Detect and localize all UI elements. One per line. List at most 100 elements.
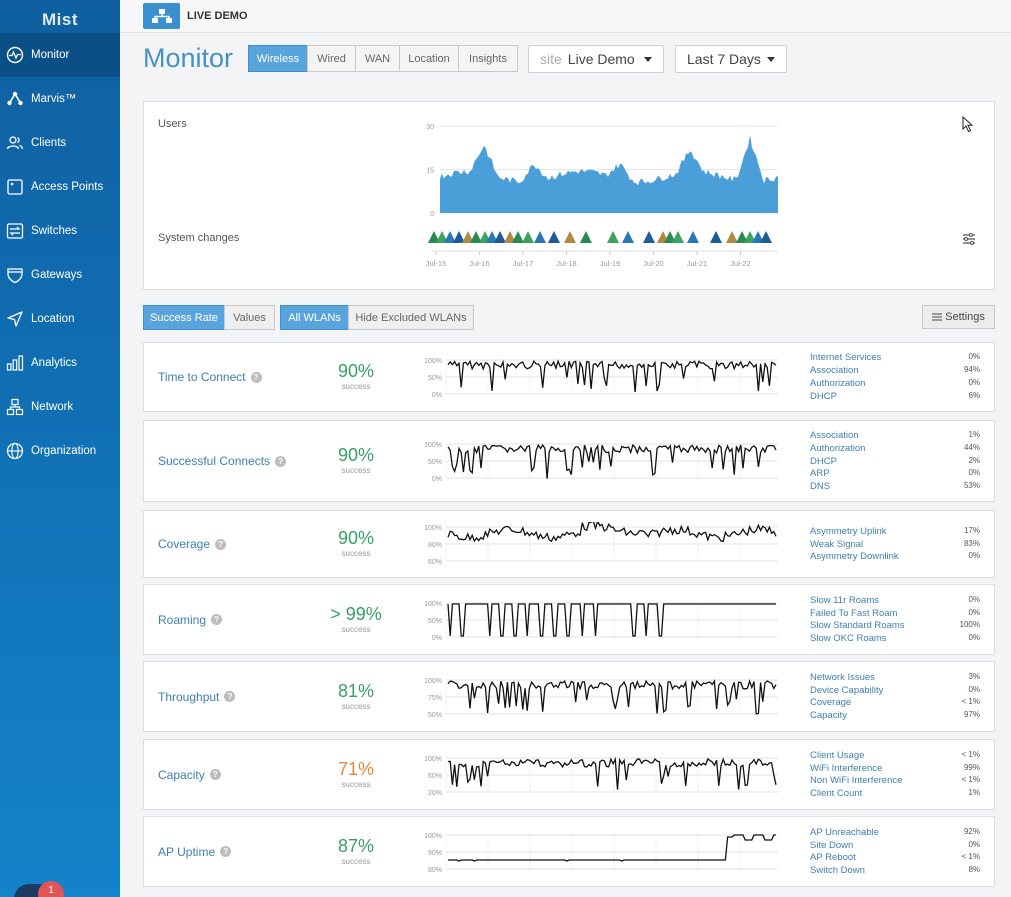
help-icon[interactable]: ? [224, 691, 236, 702]
legend-row[interactable]: Client Count 1% [810, 788, 980, 801]
legend-row[interactable]: Capacity 97% [810, 710, 980, 723]
metric-sparkline[interactable]: 100% 50% 0% [414, 439, 780, 487]
range-dropdown[interactable]: Last 7 Days [675, 45, 787, 73]
legend-name[interactable]: Slow OKC Roams [810, 633, 887, 645]
metric-name[interactable]: Coverage? [158, 537, 227, 551]
legend-row[interactable]: Switch Down 8% [810, 865, 980, 878]
sidebar-item-clients[interactable]: Clients [0, 121, 120, 165]
metric-sparkline[interactable]: 100% 80% 60% [414, 522, 780, 570]
legend-row[interactable]: Site Down 0% [810, 840, 980, 853]
legend-name[interactable]: Internet Services [810, 352, 882, 364]
metric-sparkline[interactable]: 100% 75% 50% [414, 675, 780, 723]
legend-row[interactable]: Authorization 44% [810, 443, 980, 456]
metric-name[interactable]: Throughput? [158, 690, 236, 704]
metric-name[interactable]: Capacity? [158, 768, 221, 782]
legend-name[interactable]: Asymmetry Uplink [810, 525, 887, 537]
site-dropdown[interactable]: site Live Demo [528, 45, 664, 73]
legend-name[interactable]: Association [810, 430, 859, 441]
sidebar-item-access-points[interactable]: Access Points [0, 165, 120, 209]
metric-card[interactable]: Capacity? 71% success 100% 60% 20% Client Usag… [143, 739, 995, 810]
legend-row[interactable]: Authorization 0% [810, 378, 980, 391]
sidebar-item-monitor[interactable]: Monitor [0, 33, 120, 77]
legend-name[interactable]: Authorization [810, 377, 866, 389]
org-name[interactable]: LIVE DEMO [187, 10, 248, 22]
legend-row[interactable]: DNS 53% [810, 481, 980, 494]
metric-sparkline[interactable]: 100% 50% 0% [414, 355, 780, 403]
legend-row[interactable]: WiFi Interference 99% [810, 763, 980, 776]
legend-name[interactable]: Network Issues [810, 671, 875, 683]
legend-row[interactable]: Asymmetry Downlink 0% [810, 551, 980, 564]
metric-card[interactable]: Roaming? > 99% success 100% 50% 0% Slow 11r Ro… [143, 584, 995, 655]
org-switch-icon[interactable] [143, 3, 180, 29]
legend-name[interactable]: AP Reboot [810, 852, 856, 864]
tab-wan[interactable]: WAN [355, 45, 400, 72]
legend-row[interactable]: AP Unreachable 92% [810, 827, 980, 840]
legend-row[interactable]: Failed To Fast Roam 0% [810, 608, 980, 621]
values-button[interactable]: Values [224, 305, 275, 330]
legend-name[interactable]: Coverage [810, 697, 852, 709]
mist-logo[interactable]: Mist [0, 0, 120, 33]
legend-name[interactable]: Asymmetry Downlink [810, 551, 899, 563]
help-icon[interactable]: ? [215, 538, 227, 550]
sidebar-item-gateways[interactable]: Gateways [0, 253, 120, 297]
legend-name[interactable]: DNS [810, 481, 831, 493]
legend-row[interactable]: Association 1% [810, 430, 980, 443]
legend-row[interactable]: AP Reboot < 1% [810, 852, 980, 865]
help-icon[interactable]: ? [220, 846, 232, 857]
legend-name[interactable]: Slow 11r Roams [810, 594, 879, 606]
legend-name[interactable]: Slow Standard Roams [810, 620, 905, 632]
legend-name[interactable]: Failed To Fast Roam [810, 607, 898, 619]
metric-name[interactable]: AP Uptime? [158, 845, 232, 859]
metric-card[interactable]: Throughput? 81% success 100% 75% 50% Network I… [143, 661, 995, 732]
legend-name[interactable]: DHCP [810, 455, 837, 467]
legend-row[interactable]: Slow 11r Roams 0% [810, 595, 980, 608]
sidebar-item-analytics[interactable]: Analytics [0, 341, 120, 385]
legend-name[interactable]: DHCP [810, 390, 837, 402]
legend-name[interactable]: WiFi Interference [810, 762, 883, 774]
legend-name[interactable]: Authorization [810, 442, 866, 454]
legend-row[interactable]: Coverage < 1% [810, 697, 980, 710]
sidebar-item-location[interactable]: Location [0, 297, 120, 341]
legend-row[interactable]: Slow OKC Roams 0% [810, 633, 980, 646]
legend-row[interactable]: Internet Services 0% [810, 352, 980, 365]
metric-name[interactable]: Roaming? [158, 613, 223, 627]
metric-card[interactable]: Coverage? 90% success 100% 80% 60% Asymmetry U… [143, 510, 995, 578]
legend-name[interactable]: Site Down [810, 839, 854, 851]
legend-name[interactable]: Capacity [810, 710, 847, 722]
filter-icon[interactable] [962, 233, 976, 245]
help-icon[interactable]: ? [209, 769, 221, 780]
help-icon[interactable]: ? [250, 371, 262, 383]
metric-card[interactable]: AP Uptime? 87% success 100% 90% 80% AP Unreach… [143, 816, 995, 887]
legend-name[interactable]: Client Count [810, 788, 863, 800]
legend-row[interactable]: DHCP 6% [810, 391, 980, 404]
settings-button[interactable]: Settings [922, 305, 995, 329]
legend-row[interactable]: Asymmetry Uplink 17% [810, 526, 980, 539]
metric-card[interactable]: Successful Connects? 90% success 100% 50% 0% A… [143, 420, 995, 502]
all-wlans-button[interactable]: All WLANs [280, 305, 349, 330]
legend-row[interactable]: DHCP 2% [810, 456, 980, 469]
tab-wired[interactable]: Wired [307, 45, 356, 72]
legend-row[interactable]: Non WiFi Interference < 1% [810, 775, 980, 788]
success-rate-button[interactable]: Success Rate [143, 305, 225, 330]
legend-name[interactable]: ARP [810, 468, 830, 480]
legend-name[interactable]: Device Capability [810, 684, 884, 696]
tab-insights[interactable]: Insights [458, 45, 518, 72]
legend-name[interactable]: Switch Down [810, 865, 865, 877]
legend-row[interactable]: Network Issues 3% [810, 672, 980, 685]
legend-name[interactable]: Non WiFi Interference [810, 775, 903, 787]
help-icon[interactable]: ? [275, 455, 287, 467]
tab-location[interactable]: Location [399, 45, 459, 72]
legend-name[interactable]: Weak Signal [810, 538, 864, 550]
legend-name[interactable]: Client Usage [810, 749, 865, 761]
tab-wireless[interactable]: Wireless [248, 45, 308, 72]
legend-row[interactable]: Client Usage < 1% [810, 750, 980, 763]
legend-row[interactable]: Slow Standard Roams 100% [810, 620, 980, 633]
metric-sparkline[interactable]: 100% 60% 20% [414, 753, 780, 801]
legend-row[interactable]: Device Capability 0% [810, 685, 980, 698]
legend-row[interactable]: ARP 0% [810, 468, 980, 481]
legend-name[interactable]: AP Unreachable [810, 826, 880, 838]
help-icon[interactable]: ? [211, 614, 223, 625]
sidebar-item-organization[interactable]: Organization [0, 429, 120, 473]
sidebar-item-switches[interactable]: Switches [0, 209, 120, 253]
legend-name[interactable]: Association [810, 365, 859, 377]
